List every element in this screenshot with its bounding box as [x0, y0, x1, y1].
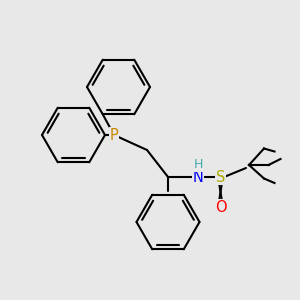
Text: H: H: [193, 158, 203, 171]
Text: P: P: [110, 128, 118, 142]
Text: N: N: [193, 169, 203, 184]
Text: O: O: [215, 200, 226, 214]
Text: S: S: [216, 169, 225, 184]
